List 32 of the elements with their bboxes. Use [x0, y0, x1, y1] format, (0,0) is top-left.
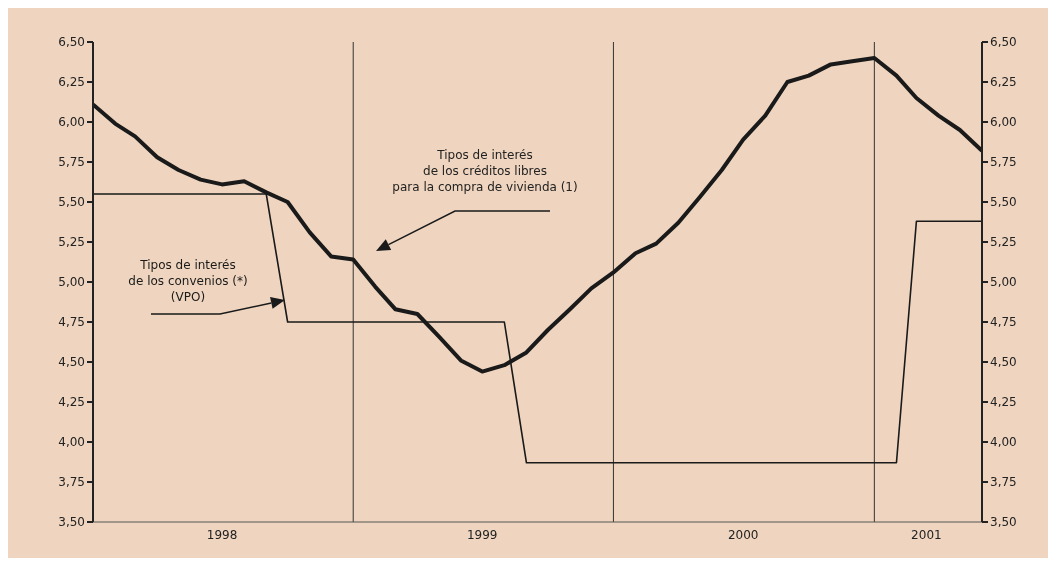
y-tick-label: 6,50: [58, 35, 85, 50]
x-tick-label: 1999: [466, 527, 498, 542]
x-tick-label: 2000: [727, 527, 759, 542]
x-tick-label: 2001: [911, 527, 942, 542]
y2-tick-label: 4,75: [990, 315, 1017, 330]
y2-tick-label: 3,75: [990, 475, 1017, 490]
y-tick-label: 5,25: [58, 235, 85, 250]
y2-tick-label: 5,75: [990, 155, 1017, 170]
y-tick-label: 3,50: [58, 515, 85, 530]
y-tick-label: 5,50: [58, 195, 85, 210]
y2-tick-label: 6,00: [990, 115, 1017, 130]
text: Tipos de interés de los convenios (*) (VPO): [128, 257, 248, 305]
y-tick-label: 4,75: [58, 315, 85, 330]
y-tick-label: 6,00: [58, 115, 85, 130]
y2-tick-label: 5,25: [990, 235, 1017, 250]
y-tick-label: 4,00: [58, 435, 85, 450]
y2-tick-label: 6,25: [990, 75, 1017, 90]
y2-tick-label: 3,50: [990, 515, 1017, 530]
y2-tick-label: 5,00: [990, 275, 1017, 290]
y2-tick-label: 4,50: [990, 355, 1017, 370]
y2-tick-label: 4,25: [990, 395, 1017, 410]
annotation: Tipos de interés de los créditos libres para la compra de vivienda (1): [392, 147, 578, 195]
y-tick-label: 5,00: [58, 275, 85, 290]
y2-tick-label: 4,00: [990, 435, 1017, 450]
y-tick-label: 4,50: [58, 355, 85, 370]
y2-tick-label: 5,50: [990, 195, 1017, 210]
y-tick-label: 6,25: [58, 75, 85, 90]
x-tick-label: 1998: [206, 527, 238, 542]
y-tick-label: 3,75: [58, 475, 85, 490]
y-tick-label: 4,25: [58, 395, 85, 410]
y-tick-label: 5,75: [58, 155, 85, 170]
y2-tick-label: 6,50: [990, 35, 1017, 50]
